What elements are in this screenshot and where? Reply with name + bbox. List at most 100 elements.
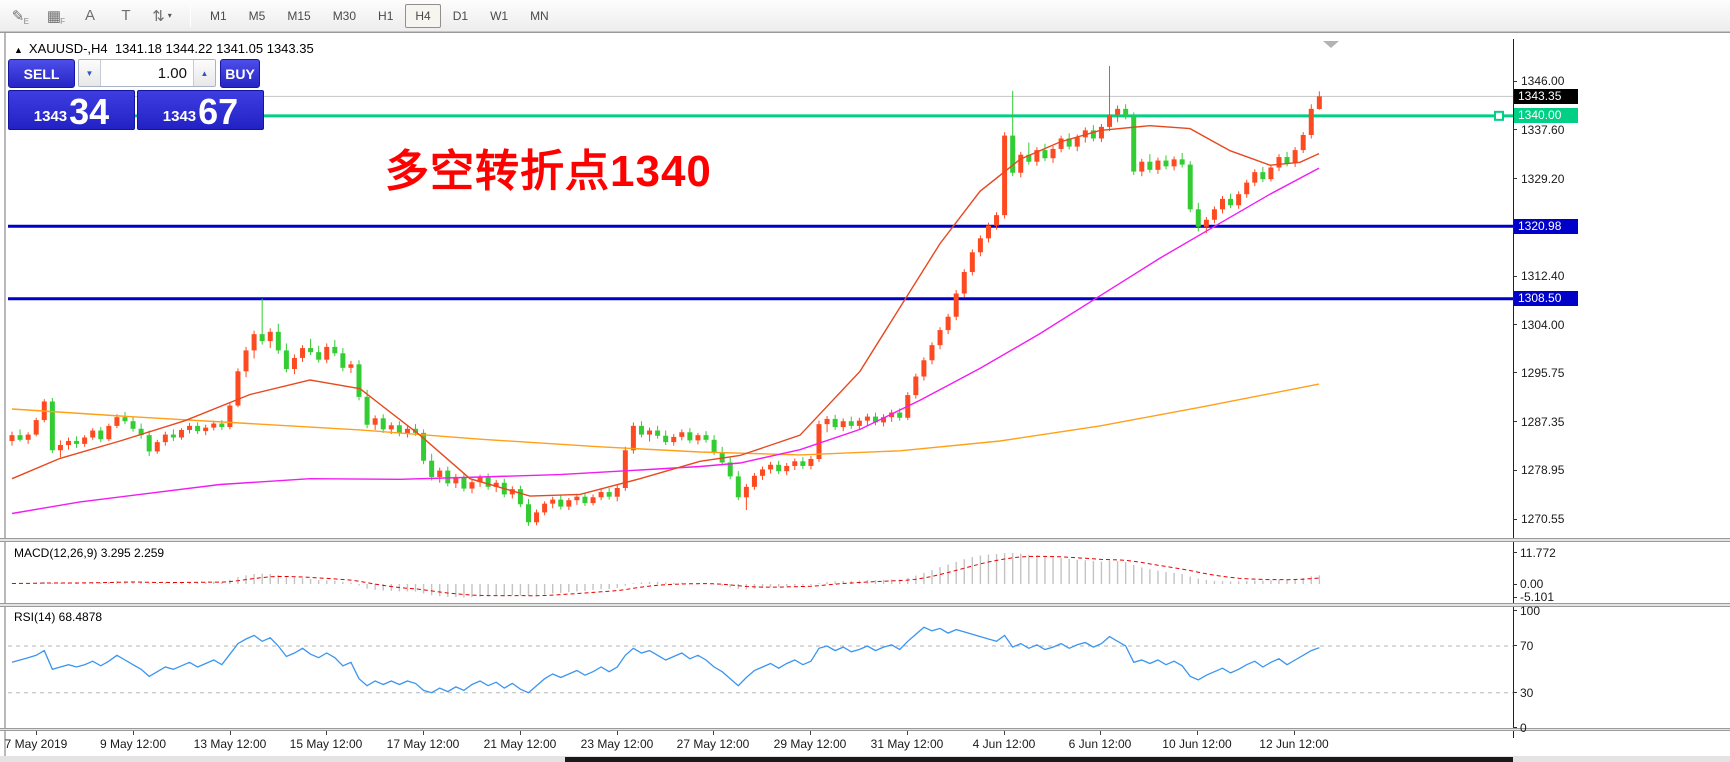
candle-body	[429, 460, 435, 477]
macd-label: MACD(12,26,9) 3.295 2.259	[14, 546, 165, 560]
rsi-tick	[1513, 610, 1517, 612]
timeframe-button-d1[interactable]: D1	[452, 8, 469, 23]
candle-body	[969, 252, 975, 273]
time-tick	[617, 731, 618, 735]
price-tick-label: 1337.60	[1521, 122, 1565, 137]
candle-body	[9, 435, 15, 441]
plot-right-border	[1513, 39, 1514, 738]
candle-body	[663, 435, 669, 443]
time-tick	[326, 731, 327, 735]
volume-input[interactable]	[101, 60, 193, 86]
panel-separator[interactable]	[0, 603, 1730, 607]
draw-crayon-icon[interactable]: ✎ E	[11, 7, 29, 26]
rsi-tick-label: 30	[1520, 685, 1534, 700]
rsi-tick	[1513, 692, 1517, 694]
timeframe-button-w1[interactable]: W1	[490, 8, 509, 23]
candle-body	[1139, 161, 1145, 172]
price-tick	[1513, 421, 1517, 423]
candle-body	[1058, 138, 1064, 149]
timeframe-button-h4[interactable]: H4	[405, 3, 441, 28]
candlestick-chart[interactable]	[0, 33, 1730, 762]
candle-body	[695, 435, 701, 441]
candle-body	[953, 293, 959, 317]
candle-body	[74, 440, 80, 444]
arrange-arrows-icon[interactable]: ⇅ ▾	[152, 7, 172, 25]
panel-separator[interactable]	[0, 538, 1730, 542]
candle-body	[509, 489, 515, 495]
candle-body	[356, 364, 362, 397]
price-tick	[1513, 129, 1517, 131]
rsi-tick	[1513, 645, 1517, 647]
horizontal-scrollbar[interactable]	[565, 757, 1513, 762]
candle-body	[832, 418, 838, 428]
candle-body	[760, 469, 766, 476]
candle-body	[655, 430, 661, 436]
text-box-icon[interactable]: T	[121, 7, 131, 24]
timeframe-button-mn[interactable]: MN	[530, 8, 549, 23]
rsi-tick-label: 100	[1520, 603, 1541, 618]
candle-body	[856, 420, 862, 426]
candle-body	[1050, 148, 1056, 159]
candle-body	[211, 423, 217, 428]
timeframe-button-m30[interactable]: M30	[332, 8, 357, 23]
macd-tick-label: 11.772	[1520, 545, 1556, 560]
chart-text-annotation[interactable]: 多空转折点1340	[385, 147, 712, 196]
buy-price-main: 1343	[162, 108, 197, 125]
candle-body	[638, 425, 644, 435]
symbol-timeframe: XAUUSD-,H4	[28, 41, 108, 56]
candle-body	[82, 437, 88, 444]
time-tick	[1004, 731, 1005, 735]
candle-body	[106, 425, 112, 440]
panel-separator	[0, 728, 1730, 731]
candle-body	[566, 500, 572, 507]
macd-tick	[1513, 583, 1517, 585]
candle-body	[614, 488, 620, 497]
candle-body	[784, 465, 790, 472]
candle-body	[937, 330, 943, 346]
volume-increase-icon[interactable]: ▲	[193, 60, 215, 86]
candle-body	[542, 503, 548, 513]
timeframe-buttons: M1 M5 M15 M30 H1 H4 D1 W1 MN	[199, 3, 560, 28]
grid-properties-icon[interactable]: ▦ F	[46, 7, 65, 26]
time-tick	[423, 731, 424, 735]
price-tick	[1513, 372, 1517, 374]
collapse-icon[interactable]: ▲	[14, 45, 23, 55]
candle-body	[1098, 126, 1104, 139]
candle-body	[461, 476, 467, 489]
candle-body	[25, 434, 31, 440]
sell-price-display[interactable]: 1343 34	[8, 90, 135, 130]
price-badge: 1340.00	[1514, 108, 1578, 124]
time-tick-label: 15 May 12:00	[289, 737, 363, 751]
candle-body	[743, 486, 749, 498]
timeframe-button-m15[interactable]: M15	[287, 8, 311, 23]
time-tick	[36, 731, 37, 735]
price-tick-label: 1287.35	[1521, 414, 1565, 429]
timeframe-button-m5[interactable]: M5	[248, 8, 266, 23]
buy-button[interactable]: BUY	[220, 59, 260, 88]
candle-body	[1268, 167, 1274, 180]
candle-body	[130, 421, 136, 429]
buy-price-display[interactable]: 1343 67	[137, 90, 264, 130]
candle-body	[187, 425, 193, 430]
candle-body	[622, 450, 628, 489]
hline-handle-marker	[1494, 110, 1504, 121]
candle-body	[889, 412, 895, 418]
volume-decrease-icon[interactable]: ▼	[79, 60, 101, 86]
candle-body	[864, 416, 870, 421]
timeframe-button-m1[interactable]: M1	[210, 8, 227, 23]
text-label-icon[interactable]: A	[84, 7, 95, 24]
candle-body	[90, 430, 96, 438]
candle-body	[1147, 161, 1153, 170]
timeframe-button-h1[interactable]: H1	[378, 8, 394, 23]
sell-button[interactable]: SELL	[8, 59, 75, 88]
price-badge: 1343.35	[1514, 88, 1578, 104]
chart-window: ▲ XAUUSD-,H4 1341.18 1344.22 1341.05 1343…	[0, 32, 1730, 762]
candle-body	[1316, 96, 1322, 109]
rsi-tick	[1513, 727, 1517, 729]
candle-body	[808, 458, 814, 466]
window-left-border	[4, 33, 6, 761]
time-tick-label: 9 May 12:00	[99, 737, 167, 751]
candle-body	[687, 432, 693, 441]
candle-body	[719, 452, 725, 463]
candle-body	[316, 352, 322, 360]
